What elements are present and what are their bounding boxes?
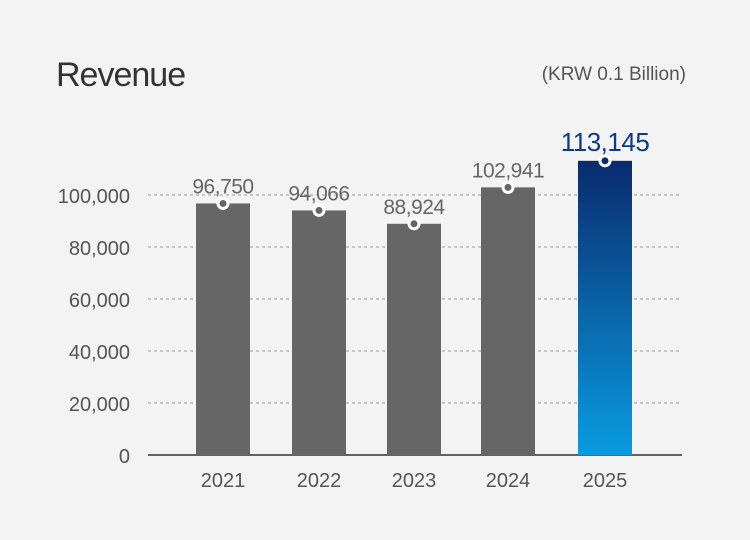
x-tick-label: 2022	[297, 470, 342, 492]
y-tick-label: 20,000	[69, 394, 130, 416]
bar-marker	[312, 203, 326, 217]
bar-2025	[578, 160, 632, 455]
chart-title: Revenue	[56, 56, 186, 94]
y-tick-label: 80,000	[69, 238, 130, 260]
bar-marker	[407, 217, 421, 231]
bar-marker	[598, 154, 612, 168]
value-label-2022: 94,066	[288, 182, 349, 205]
y-tick-label: 100,000	[58, 186, 130, 208]
unit-label: (KRW 0.1 Billion)	[541, 64, 686, 85]
y-tick-label: 0	[119, 446, 130, 468]
y-tick-label: 40,000	[69, 342, 130, 364]
value-label-2023: 88,924	[383, 196, 445, 219]
bar-marker	[501, 180, 515, 194]
value-label-2021: 96,750	[192, 175, 253, 198]
x-tick-label: 2024	[486, 470, 531, 492]
y-tick-label: 60,000	[69, 290, 130, 312]
bar-2023	[387, 223, 441, 455]
bar-2021	[196, 203, 250, 455]
value-label-2025: 113,145	[561, 127, 650, 157]
bar-marker	[216, 196, 230, 210]
x-tick-label: 2025	[583, 470, 628, 492]
bar-2024	[481, 187, 535, 455]
x-tick-label: 2023	[392, 470, 437, 492]
x-tick-label: 2021	[201, 470, 246, 492]
value-label-2024: 102,941	[472, 159, 544, 182]
bar-2022	[292, 210, 346, 455]
